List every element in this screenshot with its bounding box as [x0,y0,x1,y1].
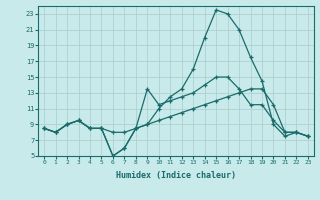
X-axis label: Humidex (Indice chaleur): Humidex (Indice chaleur) [116,171,236,180]
